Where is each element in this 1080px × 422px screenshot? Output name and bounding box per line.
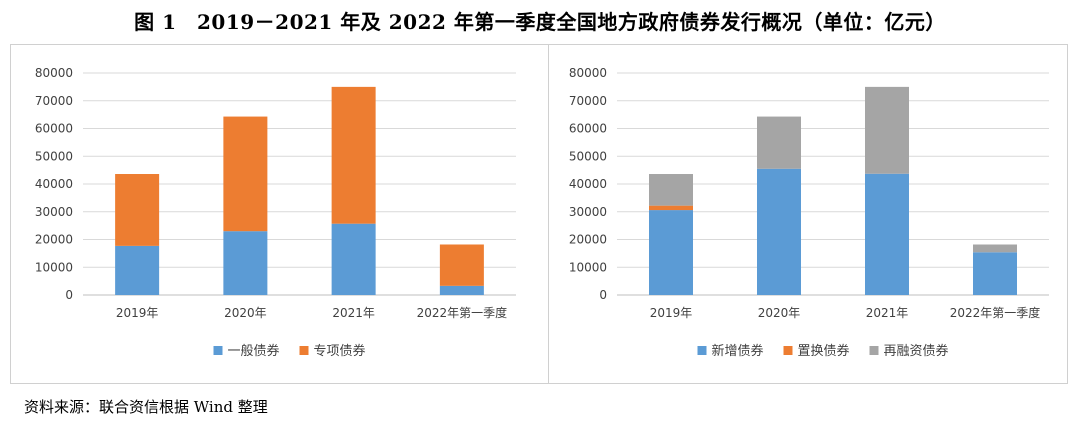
y-tick-label: 10000: [35, 260, 73, 274]
bar-segment: [649, 174, 693, 206]
bar-segment: [865, 86, 909, 174]
bar-segment: [223, 116, 268, 232]
source-note: 资料来源：联合资信根据 Wind 整理: [24, 398, 268, 416]
y-tick-label: 0: [65, 288, 73, 302]
legend-label: 置换债券: [798, 343, 850, 359]
y-tick-label: 0: [599, 288, 607, 302]
legend-swatch: [213, 346, 223, 355]
x-tick-label: 2020年: [758, 306, 801, 320]
y-tick-label: 70000: [35, 94, 73, 108]
bar-segment: [757, 168, 801, 295]
bar-segment: [331, 86, 376, 224]
bar-segment: [439, 244, 484, 286]
y-tick-label: 50000: [35, 149, 73, 163]
bar-segment: [973, 244, 1017, 253]
y-tick-label: 40000: [35, 177, 73, 191]
legend-swatch: [869, 346, 879, 355]
legend-swatch: [697, 346, 707, 355]
figure-frame: 0 10000 20000 30000 40000 50000 60000 70000 8000…: [10, 44, 1068, 384]
y-tick-label: 80000: [35, 66, 73, 80]
y-tick-label: 60000: [569, 122, 607, 136]
bar-segment: [865, 173, 909, 295]
y-tick-label: 20000: [569, 233, 607, 247]
x-tick-label: 2021年: [332, 306, 375, 320]
x-tick-label: 2019年: [650, 306, 693, 320]
figure-title: 图 1 2019－2021 年及 2022 年第一季度全国地方政府债券发行概况（…: [134, 10, 946, 34]
bar-segment: [115, 174, 160, 246]
bar-segment: [331, 223, 376, 295]
y-tick-label: 30000: [35, 205, 73, 219]
legend-label: 再融资债券: [884, 343, 949, 359]
y-tick-label: 20000: [35, 233, 73, 247]
bar-segment: [973, 252, 1017, 295]
y-tick-label: 60000: [35, 122, 73, 136]
legend: 一般债券 专项债券: [213, 343, 366, 359]
legend-label: 专项债券: [314, 343, 366, 359]
chart-left: 0 10000 20000 30000 40000 50000 60000 70000 8000…: [35, 66, 516, 359]
panel-divider: [548, 45, 549, 383]
x-tick-label: 2019年: [116, 306, 159, 320]
legend-label: 新增债券: [712, 343, 764, 359]
x-tick-label: 2020年: [224, 306, 267, 320]
y-tick-label: 30000: [569, 205, 607, 219]
bar-segment: [649, 210, 693, 295]
bar-segment: [649, 205, 693, 211]
y-tick-label: 40000: [569, 177, 607, 191]
y-tick-label: 50000: [569, 149, 607, 163]
legend-swatch: [299, 346, 309, 355]
bar-segment: [439, 285, 484, 295]
y-tick-label: 70000: [569, 94, 607, 108]
x-tick-label: 2022年第一季度: [417, 305, 508, 320]
bar-segment: [115, 245, 160, 295]
legend-swatch: [783, 346, 793, 355]
x-tick-label: 2022年第一季度: [950, 305, 1041, 320]
x-tick-label: 2021年: [866, 306, 909, 320]
y-tick-label: 10000: [569, 260, 607, 274]
chart-right: 0 10000 20000 30000 40000 50000 60000 70000 8000…: [569, 66, 1049, 359]
bar-segment: [223, 231, 268, 295]
y-tick-label: 80000: [569, 66, 607, 80]
legend: 新增债券 置换债券 再融资债券: [697, 343, 949, 359]
legend-label: 一般债券: [228, 343, 280, 359]
bar-segment: [757, 116, 801, 169]
